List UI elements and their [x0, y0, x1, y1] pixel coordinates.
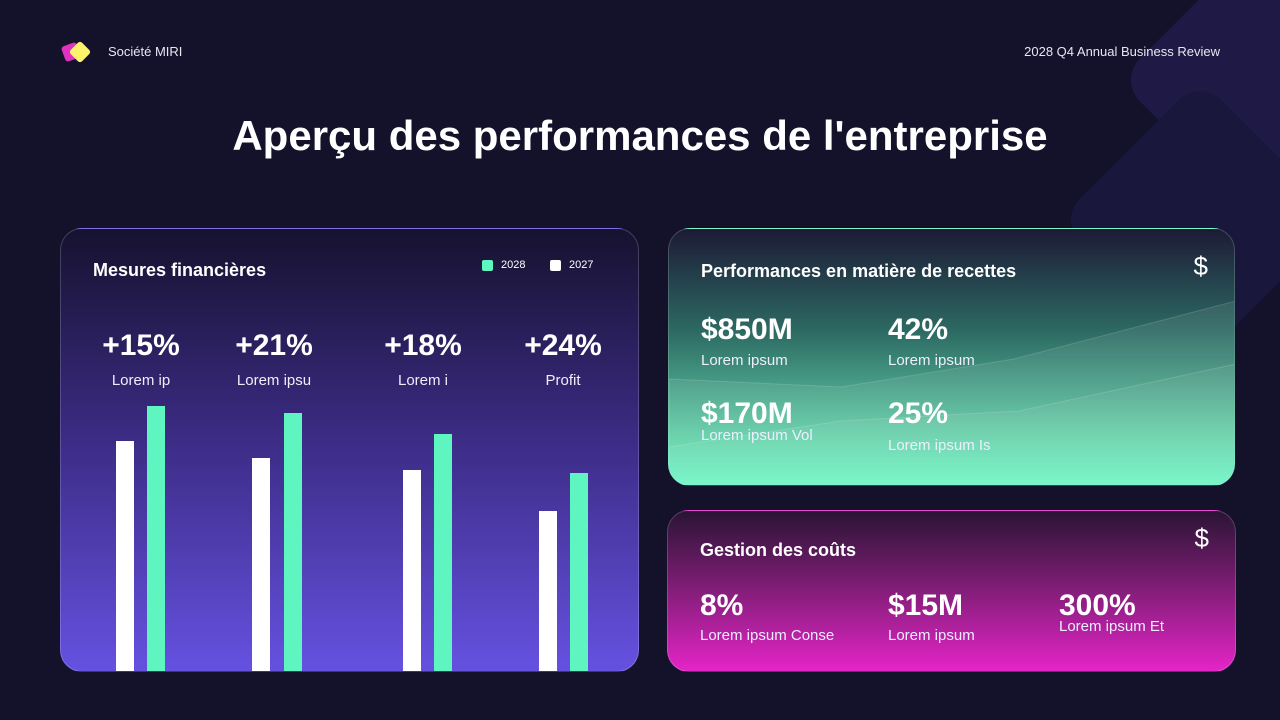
legend-swatch [550, 259, 561, 271]
bar-2027-0 [116, 441, 134, 671]
bar-2027-1 [252, 458, 270, 671]
metric-value: 42% [888, 313, 949, 346]
category-label: Lorem i [397, 372, 449, 389]
trend-area-decoration [669, 301, 1234, 485]
legend-label: 2028 [501, 259, 526, 271]
category-label: Lorem ip [111, 372, 171, 389]
bar-2027-2 [403, 470, 421, 671]
legend-label: 2027 [569, 259, 594, 271]
legend-swatch [482, 259, 493, 271]
category-label: Profit [545, 372, 581, 389]
legend-item-2028: 2028 [482, 259, 525, 271]
metric-value: $170M [701, 397, 793, 430]
bar-2028-0 [147, 406, 165, 671]
data-label: +24% [524, 329, 602, 362]
metric-value: $850M [701, 313, 793, 346]
dollar-icon: $ [1193, 251, 1208, 281]
revenue-card: Performances en matière de recettes $ $8… [668, 228, 1235, 486]
data-label: +21% [235, 329, 313, 362]
page-title: Aperçu des performances de l'entreprise [232, 112, 1048, 159]
logo-icon [61, 41, 91, 63]
dollar-icon: $ [1194, 523, 1209, 553]
metric-label: Lorem ipsum Et [1059, 618, 1165, 635]
metric-label: Lorem ipsum [701, 352, 788, 369]
data-label: +15% [102, 329, 180, 362]
metric-value: 8% [700, 589, 744, 622]
card-title: Gestion des coûts [700, 540, 857, 560]
cost-management-card: Gestion des coûts $ 8% Lorem ipsum Conse… [667, 510, 1236, 672]
financial-metrics-card: Mesures financières 2028 2027 +15% Lorem … [60, 228, 639, 672]
bar-2027-3 [539, 511, 557, 671]
card-title: Mesures financières [93, 260, 267, 280]
report-title: 2028 Q4 Annual Business Review [1024, 44, 1220, 59]
metric-label: Lorem ipsum [888, 627, 975, 644]
bar-2028-1 [284, 413, 302, 671]
metric-label: Lorem ipsum Is [888, 437, 991, 454]
legend-item-2027: 2027 [550, 259, 593, 271]
metric-label: Lorem ipsum Conse [700, 627, 835, 644]
metric-value: 25% [888, 397, 949, 430]
metric-value: $15M [888, 589, 964, 622]
company-name: Société MIRI [108, 44, 183, 59]
bar-2028-2 [434, 434, 452, 671]
metric-value: 300% [1059, 589, 1136, 622]
bar-2028-3 [570, 473, 588, 671]
metric-label: Lorem ipsum [888, 352, 975, 369]
data-label: +18% [384, 329, 462, 362]
category-label: Lorem ipsu [236, 372, 312, 389]
metric-label: Lorem ipsum Vol [701, 427, 813, 444]
card-title: Performances en matière de recettes [701, 261, 1017, 281]
